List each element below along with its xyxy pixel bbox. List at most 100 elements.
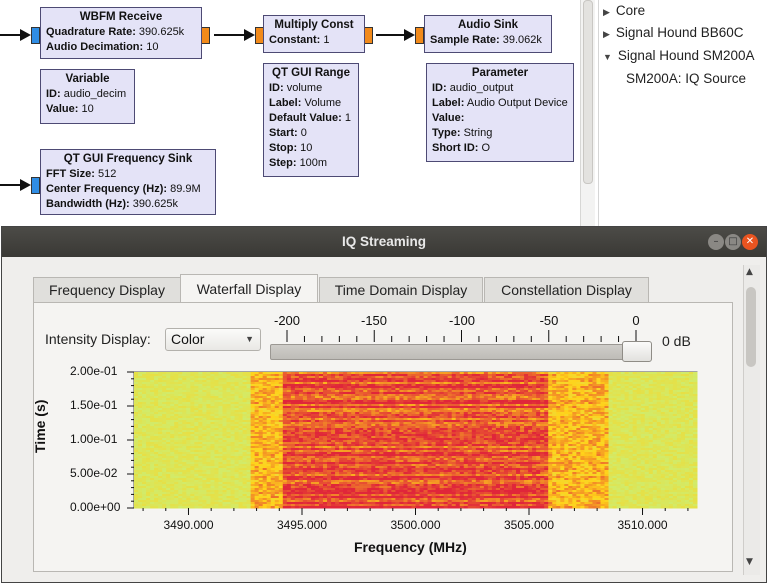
connection-arrow — [20, 179, 31, 191]
y-tick-label: 2.00e-01 — [70, 364, 118, 378]
maximize-button[interactable]: □ — [725, 234, 741, 250]
param-key: Type: — [432, 127, 461, 139]
scroll-up-arrow-icon[interactable]: ▲ — [746, 267, 753, 277]
param-key: Short ID: — [432, 142, 479, 154]
block-title: WBFM Receive — [79, 11, 163, 23]
x-tick-label: 3510.000 — [617, 518, 668, 532]
iq-streaming-window: IQ Streaming – □ ✕ Frequency Display Wat… — [1, 226, 767, 583]
expand-arrow-icon[interactable]: ▶ — [603, 29, 610, 39]
param-value: audio_output — [449, 82, 514, 94]
slider-scale-label: -100 — [448, 313, 476, 328]
intensity-slider-handle[interactable] — [622, 341, 652, 362]
close-button[interactable]: ✕ — [742, 234, 758, 250]
block-title: Multiply Const — [274, 19, 354, 31]
x-tick-label: 3505.000 — [503, 518, 555, 532]
minimize-button[interactable]: – — [708, 234, 724, 250]
param-value: 390.625k — [132, 198, 179, 210]
tree-item-sm200a-iq-source[interactable]: SM200A: IQ Source — [626, 71, 746, 86]
block-title: Parameter — [471, 67, 529, 79]
window-titlebar[interactable]: IQ Streaming — [2, 227, 766, 257]
param-key: ID: — [269, 82, 284, 94]
param-key: Start: — [269, 127, 298, 139]
param-key: ID: — [432, 82, 447, 94]
tree-item-label: Signal Hound SM200A — [617, 48, 755, 63]
param-value: 10 — [300, 142, 313, 154]
intensity-display-label: Intensity Display: — [45, 331, 151, 347]
param-value: volume — [286, 82, 323, 94]
slider-scale-label: 0 — [632, 313, 640, 328]
freqsink-input-port[interactable] — [31, 177, 40, 194]
scroll-down-arrow-icon[interactable]: ▼ — [746, 557, 753, 567]
x-tick-label: 3490.000 — [163, 518, 214, 532]
param-value: 10 — [146, 41, 159, 53]
param-key: Step: — [269, 157, 297, 169]
param-key: ID: — [46, 88, 61, 100]
block-title: QT GUI Range — [272, 67, 350, 79]
tab-frequency-display[interactable]: Frequency Display — [33, 277, 181, 302]
tree-item-core[interactable]: ▶ Core — [603, 3, 645, 18]
param-key: Stop: — [269, 142, 298, 154]
x-axis — [142, 508, 689, 515]
flowgraph-scroll-thumb[interactable] — [583, 0, 593, 184]
variable-block[interactable]: Variable ID: audio_decim Value: 10 — [40, 69, 135, 124]
tab-waterfall-display[interactable]: Waterfall Display — [180, 274, 318, 303]
intensity-slider-track[interactable] — [270, 344, 652, 360]
param-value: 0 — [300, 127, 307, 139]
slider-scale-label: -150 — [360, 313, 388, 328]
chevron-down-icon: ▼ — [245, 334, 254, 344]
x-tick-label: 3495.000 — [276, 518, 328, 532]
intensity-display-value: Color — [171, 331, 205, 347]
connection-arrow — [404, 29, 415, 41]
param-value: 1 — [344, 112, 351, 124]
tree-item-label: Signal Hound BB60C — [615, 25, 744, 40]
param-value: 89.9M — [170, 183, 201, 195]
param-value: String — [463, 127, 493, 139]
connection-wire — [0, 184, 20, 186]
waterfall-heatmap — [134, 372, 698, 509]
tab-time-domain-display[interactable]: Time Domain Display — [319, 277, 483, 302]
param-value: audio_decim — [63, 88, 127, 100]
param-value: Audio Output Device — [466, 97, 568, 109]
param-value: 100m — [299, 157, 328, 169]
param-value: 1 — [323, 34, 330, 46]
mult-output-port[interactable] — [364, 27, 373, 44]
wbfm-receive-block[interactable]: WBFM Receive Quadrature Rate: 390.625k A… — [40, 7, 202, 59]
tree-item-label: Core — [615, 3, 646, 18]
param-key: Center Frequency (Hz): — [46, 183, 168, 195]
param-key: Label: — [432, 97, 465, 109]
slider-scale-label: -50 — [539, 313, 559, 328]
collapse-arrow-icon[interactable]: ▼ — [603, 52, 612, 62]
y-tick-label: 5.00e-02 — [70, 466, 118, 480]
block-title: Variable — [65, 73, 110, 85]
expand-arrow-icon[interactable]: ▶ — [603, 7, 610, 17]
y-tick-label: 1.50e-01 — [70, 398, 118, 412]
tab-constellation-display[interactable]: Constellation Display — [484, 277, 649, 302]
connection-wire — [376, 34, 404, 36]
y-axis — [127, 371, 134, 509]
block-tree-panel: ▶ Core ▶ Signal Hound BB60C ▼ Signal Hound … — [598, 0, 768, 226]
window-scroll-thumb[interactable] — [746, 287, 756, 367]
wbfm-input-port[interactable] — [31, 27, 40, 44]
tree-item-sm200a[interactable]: ▼ Signal Hound SM200A — [603, 48, 755, 63]
y-tick-label: 0.00e+00 — [70, 500, 121, 514]
param-key: Value: — [46, 103, 79, 115]
tree-item-bb60c[interactable]: ▶ Signal Hound BB60C — [603, 25, 744, 40]
param-value: 390.625k — [138, 26, 185, 38]
tree-item-label: SM200A: IQ Source — [626, 71, 747, 86]
intensity-display-select[interactable]: Color ▼ — [165, 328, 261, 351]
parameter-block[interactable]: Parameter ID: audio_output Label: Audio … — [426, 63, 574, 162]
window-title: IQ Streaming — [341, 234, 427, 249]
multiply-const-block[interactable]: Multiply Const Constant: 1 — [263, 15, 365, 53]
wbfm-output-port[interactable] — [201, 27, 210, 44]
block-title: Audio Sink — [457, 19, 519, 31]
audio-sink-block[interactable]: Audio Sink Sample Rate: 39.062k — [424, 15, 552, 53]
qt-gui-frequency-sink-block[interactable]: QT GUI Frequency Sink FFT Size: 512 Cent… — [40, 149, 216, 215]
waterfall-plot[interactable] — [42, 362, 702, 552]
param-key: Sample Rate: — [430, 34, 500, 46]
param-key: Label: — [269, 97, 302, 109]
qt-gui-range-block[interactable]: QT GUI Range ID: volume Label: Volume De… — [263, 63, 359, 177]
audiosink-input-port[interactable] — [415, 27, 424, 44]
param-key: Audio Decimation: — [46, 41, 144, 53]
param-value: Volume — [304, 97, 342, 109]
connection-wire — [0, 34, 20, 36]
